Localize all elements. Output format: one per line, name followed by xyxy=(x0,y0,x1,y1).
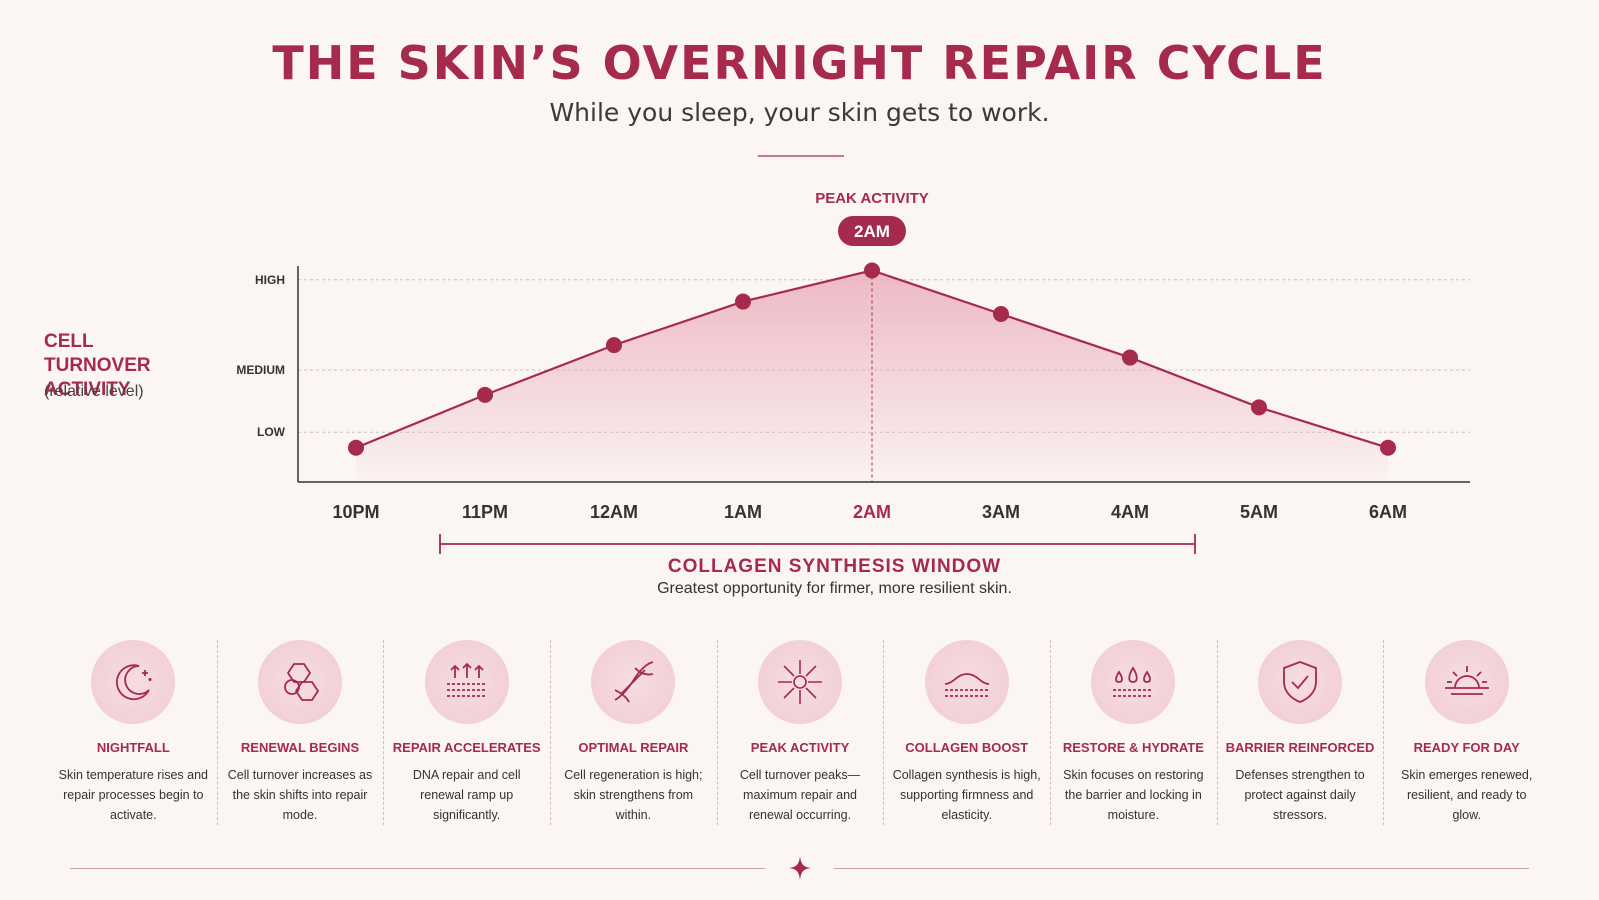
stage-item: PEAK ACTIVITY Cell turnover peaks—maximu… xyxy=(716,640,884,830)
cells-icon xyxy=(258,640,342,724)
peak-badge-label: 2AM xyxy=(854,222,890,241)
area-fill xyxy=(356,270,1388,482)
data-point xyxy=(1251,399,1267,416)
data-point xyxy=(477,386,493,403)
burst-icon xyxy=(758,640,843,724)
y-axis-label: CELL TURNOVER ACTIVITY xyxy=(44,331,151,400)
stage-item: BARRIER REINFORCED Defenses strengthen t… xyxy=(1216,640,1384,830)
layers-up-icon xyxy=(424,640,509,724)
stage-title: READY FOR DAY xyxy=(1413,740,1520,755)
droplets-icon xyxy=(1091,640,1176,724)
stage-item: RESTORE & HYDRATE Skin focuses on restor… xyxy=(1050,640,1217,830)
data-point xyxy=(735,293,751,310)
data-point xyxy=(864,262,880,279)
stage-item: READY FOR DAY Skin emerges renewed, resi… xyxy=(1383,640,1550,830)
y-tick-label: HIGH xyxy=(255,273,285,287)
stage-title: BARRIER REINFORCED xyxy=(1225,740,1375,755)
stage-description: Cell turnover increases as the skin shif… xyxy=(227,768,373,822)
dna-icon xyxy=(591,640,676,724)
x-tick-label: 6AM xyxy=(1369,502,1407,522)
stage-item: RENEWAL BEGINS Cell turnover increases a… xyxy=(216,640,384,830)
peak-label: PEAK ACTIVITY xyxy=(815,190,929,207)
shield-icon xyxy=(1258,640,1343,724)
stage-item: COLLAGEN BOOST Collagen synthesis is hig… xyxy=(883,640,1050,830)
star-icon xyxy=(789,856,811,880)
stage-description: DNA repair and cell renewal ramp up sign… xyxy=(412,768,521,822)
y-axis-note: (relative level) xyxy=(44,383,144,400)
sunrise-icon xyxy=(1424,640,1509,724)
y-tick-label: MEDIUM xyxy=(236,363,285,377)
collagen-window-note: Greatest opportunity for firmer, more re… xyxy=(657,580,1012,597)
y-tick-label: LOW xyxy=(257,425,286,439)
x-tick-label: 2AM xyxy=(853,502,891,522)
x-tick-label: 4AM xyxy=(1111,502,1149,522)
stage-description: Skin emerges renewed, resilient, and rea… xyxy=(1401,768,1533,822)
data-point xyxy=(1380,439,1396,456)
peak-badge xyxy=(838,216,906,246)
activity-chart: LOW MEDIUM HIGH 10PM 11PM 12AM 1AM 2AM 3AM 4AM 5AM… xyxy=(236,190,1470,554)
stage-description: Collagen synthesis is high, supporting f… xyxy=(892,768,1041,822)
page-title: THE SKIN’S OVERNIGHT REPAIR CYCLE xyxy=(272,36,1327,90)
x-tick-label: 10PM xyxy=(332,502,379,522)
footer-divider-left xyxy=(70,868,765,869)
data-point xyxy=(348,439,364,456)
data-point xyxy=(1122,349,1138,366)
stage-title: NIGHTFALL xyxy=(96,740,170,755)
stage-description: Skin focuses on restoring the barrier an… xyxy=(1063,768,1204,822)
stage-description: Defenses strengthen to protect against d… xyxy=(1235,768,1365,822)
stage-title: OPTIMAL REPAIR xyxy=(578,740,689,755)
stage-title: REPAIR ACCELERATES xyxy=(392,740,541,755)
x-tick-label: 3AM xyxy=(982,502,1020,522)
collagen-window-title: COLLAGEN SYNTHESIS WINDOW xyxy=(667,556,1002,577)
stage-title: RESTORE & HYDRATE xyxy=(1062,740,1204,755)
stage-item: NIGHTFALL Skin temperature rises and rep… xyxy=(50,640,217,830)
x-tick-label: 5AM xyxy=(1240,502,1278,522)
skin-wave-icon xyxy=(924,640,1009,724)
title-divider xyxy=(758,155,844,157)
x-tick-label: 11PM xyxy=(462,502,508,522)
data-point xyxy=(606,337,622,354)
page-subtitle: While you sleep, your skin gets to work. xyxy=(549,98,1050,127)
stage-list: NIGHTFALL Skin temperature rises and rep… xyxy=(50,640,1550,830)
stage-description: Cell turnover peaks—maximum repair and r… xyxy=(739,768,861,822)
moon-icon xyxy=(91,640,176,724)
x-tick-label: 12AM xyxy=(590,502,638,522)
stage-title: COLLAGEN BOOST xyxy=(905,740,1029,755)
data-point xyxy=(993,306,1009,322)
stage-description: Cell regeneration is high; skin strength… xyxy=(564,768,703,822)
stage-title: RENEWAL BEGINS xyxy=(240,740,360,755)
footer-divider-right xyxy=(834,868,1529,869)
stage-item: OPTIMAL REPAIR Cell regeneration is high… xyxy=(550,640,717,830)
stage-description: Skin temperature rises and repair proces… xyxy=(58,768,209,822)
x-tick-label: 1AM xyxy=(724,502,762,522)
stage-item: REPAIR ACCELERATES DNA repair and cell r… xyxy=(383,640,550,830)
y-axis-title: CELL TURNOVER ACTIVITY xyxy=(44,330,204,402)
stage-title: PEAK ACTIVITY xyxy=(750,740,850,755)
